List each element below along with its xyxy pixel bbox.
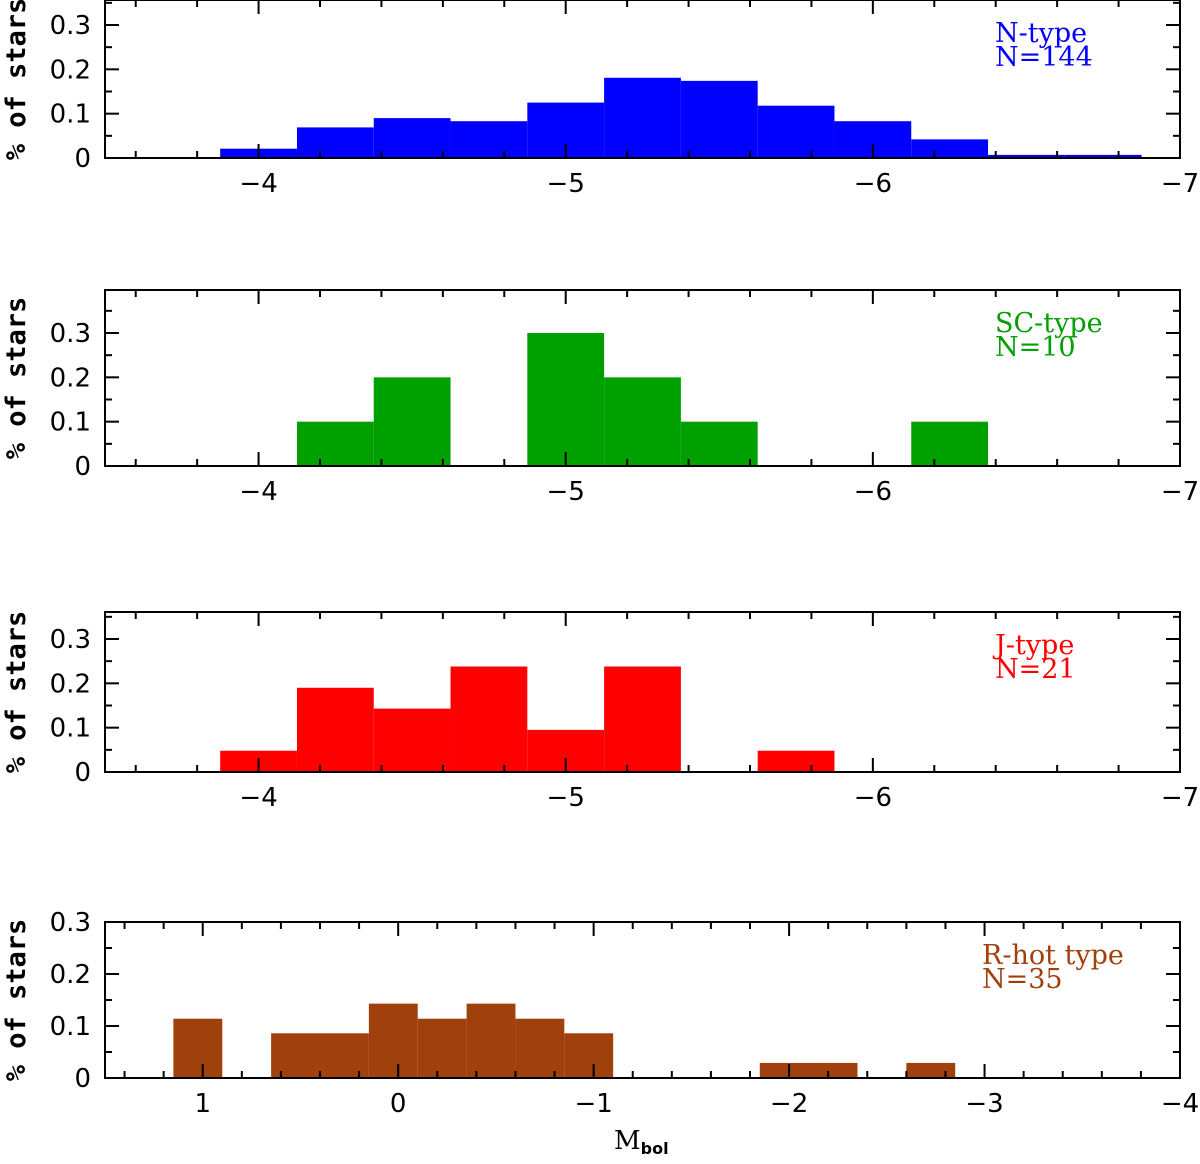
histogram-bar: [604, 666, 681, 772]
panel-4: 1 0 −1 −2 −3 −4 0 0.1 0.2 0.3 % of stars R-hot type…: [1, 908, 1199, 1119]
x-tick-label: −5: [547, 783, 585, 813]
y-tick-label: 0.3: [50, 11, 91, 41]
y-tick-label: 0.3: [50, 625, 91, 655]
histogram-bar: [604, 377, 681, 466]
histogram-bar: [604, 77, 681, 158]
x-tick-label: −4: [1161, 1089, 1199, 1119]
x-tick-label: −6: [854, 169, 892, 199]
x-tick-label: −4: [239, 477, 277, 507]
plot-frame: [104, 611, 1181, 773]
histogram-bar: [271, 1033, 369, 1078]
y-axis-label: % of stars: [1, 297, 32, 460]
histogram-bar: [296, 687, 374, 772]
y-tick-label: 0: [74, 1064, 91, 1094]
histogram-bar: [450, 121, 528, 158]
histogram-bar: [757, 750, 835, 772]
y-axis-label: % of stars: [1, 919, 32, 1082]
histogram-bar: [373, 377, 451, 466]
y-tick-label: 0: [74, 452, 91, 482]
histogram-bar: [680, 80, 758, 158]
histogram-bar: [450, 666, 528, 772]
x-tick-label: −6: [854, 783, 892, 813]
x-tick-label: 1: [194, 1089, 211, 1119]
y-axis-label: % of stars: [1, 0, 32, 160]
histogram-bar: [757, 105, 835, 158]
x-axis-label-subscript: bol: [641, 1139, 669, 1158]
x-tick-label: −7: [1161, 169, 1199, 199]
y-tick-label: 0.2: [50, 669, 91, 699]
histogram-bar: [564, 1033, 614, 1078]
y-tick-label: 0.1: [50, 100, 91, 130]
histogram-bar: [373, 118, 451, 158]
histogram-bar: [911, 421, 989, 466]
histogram-bar: [373, 708, 451, 772]
histogram-bar: [1064, 154, 1142, 158]
y-tick-label: 0.3: [50, 319, 91, 349]
y-axis-label: % of stars: [1, 611, 32, 774]
plot-frame: [104, 0, 1181, 159]
x-tick-label: −3: [965, 1089, 1003, 1119]
legend-line-2: N=144: [995, 42, 1093, 73]
legend-line-2: N=35: [982, 964, 1063, 995]
histogram-bar: [466, 1003, 516, 1078]
y-tick-label: 0.1: [50, 1012, 91, 1042]
legend-line-2: N=10: [995, 332, 1076, 363]
y-tick-label: 0.3: [50, 908, 91, 938]
x-tick-label: −7: [1161, 783, 1199, 813]
y-tick-label: 0.1: [50, 714, 91, 744]
histogram-bar: [368, 1003, 418, 1078]
histogram-bar: [527, 333, 605, 466]
histogram-bar: [680, 421, 758, 466]
x-tick-label: −5: [547, 477, 585, 507]
histogram-bar: [759, 1062, 858, 1078]
histogram-bar: [515, 1018, 565, 1078]
legend-line-1: R-hot type: [982, 940, 1124, 971]
x-tick-label: −1: [574, 1089, 612, 1119]
y-tick-label: 0.2: [50, 363, 91, 393]
x-tick-label: −7: [1161, 477, 1199, 507]
x-tick-label: −4: [239, 169, 277, 199]
histogram-bar: [988, 154, 1065, 158]
legend-line-1: N-type: [995, 18, 1087, 49]
y-tick-label: 0.2: [50, 960, 91, 990]
histogram-bar: [911, 139, 989, 158]
x-tick-label: −4: [239, 783, 277, 813]
x-tick-label: −6: [854, 477, 892, 507]
legend-line-1: J-type: [992, 630, 1074, 661]
x-tick-label: 0: [390, 1089, 407, 1119]
x-tick-label: −5: [547, 169, 585, 199]
legend-line-1: SC-type: [995, 308, 1103, 339]
histogram-bar: [906, 1062, 956, 1078]
y-tick-label: 0.1: [50, 408, 91, 438]
x-axis-label: Mbol: [614, 1126, 669, 1158]
histogram-bar: [296, 421, 374, 466]
histogram-bar: [173, 1018, 223, 1078]
legend-line-2: N=21: [995, 654, 1076, 685]
y-tick-label: 0: [74, 144, 91, 174]
x-tick-label: −2: [770, 1089, 808, 1119]
histogram-bar: [296, 127, 374, 158]
y-tick-label: 0: [74, 758, 91, 788]
y-tick-label: 0.2: [50, 55, 91, 85]
histogram-bar: [417, 1018, 467, 1078]
